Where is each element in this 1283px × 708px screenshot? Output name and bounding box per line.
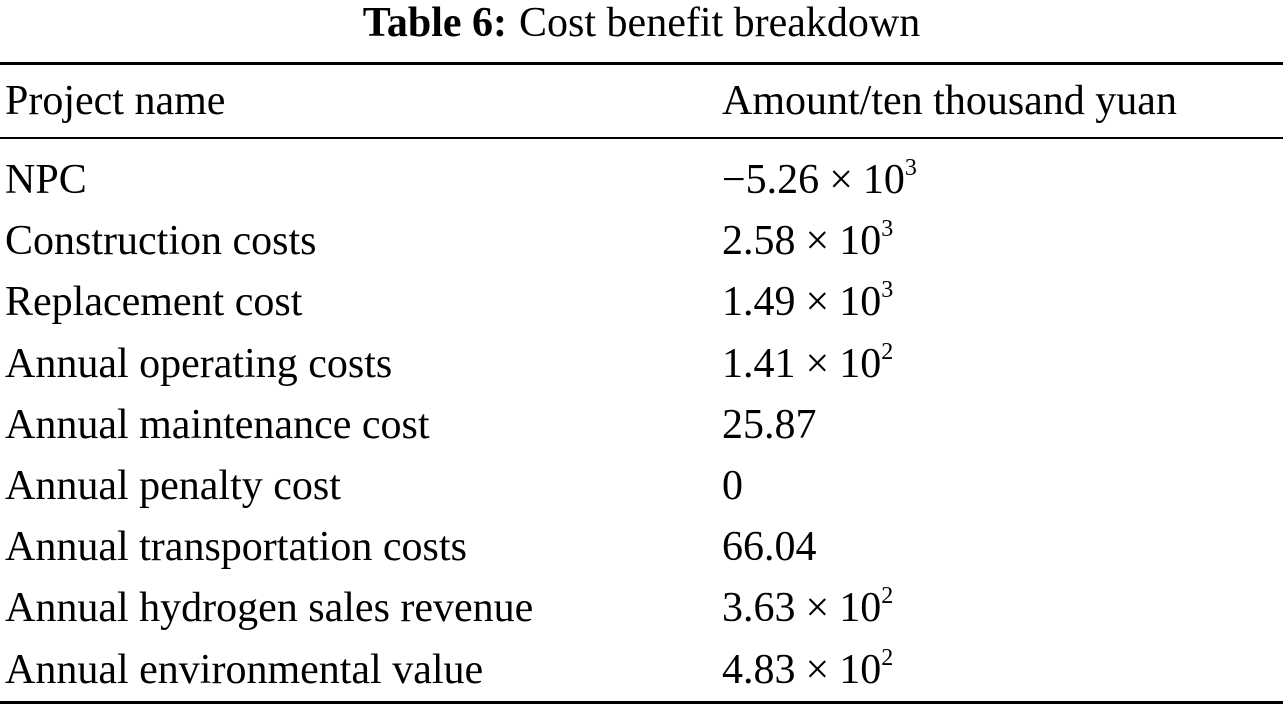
- amount-cell: 1.41 × 102: [722, 334, 893, 395]
- project-name-cell: Construction costs: [5, 218, 317, 265]
- table-top-rule: [0, 62, 1283, 65]
- amount-cell: 0: [722, 462, 743, 509]
- times-sign: ×: [805, 585, 830, 632]
- table-row: Annual penalty cost 0: [0, 456, 1283, 517]
- amount-exponent: 3: [881, 216, 894, 243]
- times-sign: ×: [805, 646, 830, 693]
- project-name-cell: Annual hydrogen sales revenue: [5, 585, 534, 632]
- table-caption-label: Table 6:: [362, 0, 508, 46]
- project-name-cell: NPC: [5, 157, 87, 203]
- amount-mantissa: 3.63: [722, 585, 796, 632]
- table-row: Annual operating costs 1.41 × 102: [0, 334, 1283, 395]
- table-row: Construction costs 2.58 × 103: [0, 211, 1283, 272]
- header-project-name: Project name: [5, 78, 226, 124]
- table-bottom-rule: [0, 701, 1283, 704]
- amount-base: 10: [839, 340, 882, 387]
- times-sign: ×: [829, 157, 853, 203]
- table-row: Annual maintenance cost 25.87: [0, 395, 1283, 456]
- project-name-cell: Replacement cost: [5, 279, 303, 326]
- table-row: Annual transportation costs 66.04: [0, 517, 1283, 578]
- table-header-rule: [0, 137, 1283, 139]
- project-name-cell: Annual transportation costs: [5, 524, 467, 571]
- amount-cell: 2.58 × 103: [722, 211, 893, 272]
- times-sign: ×: [805, 218, 830, 265]
- amount-cell: 1.49 × 103: [722, 272, 893, 333]
- amount-cell: 25.87: [722, 401, 817, 448]
- amount-mantissa: 2.58: [722, 218, 796, 265]
- amount-exponent: 2: [881, 338, 894, 365]
- table-row: Annual hydrogen sales revenue 3.63 × 102: [0, 578, 1283, 639]
- project-name-cell: Annual operating costs: [5, 340, 393, 387]
- amount-mantissa: 4.83: [722, 646, 796, 693]
- table-caption: Table 6: Cost benefit breakdown: [0, 0, 1283, 48]
- times-sign: ×: [805, 340, 830, 387]
- table-caption-title: Cost benefit breakdown: [519, 0, 921, 46]
- amount-cell: −5.26 × 103: [722, 150, 917, 211]
- amount-base: 10: [862, 157, 905, 203]
- amount-base: 10: [839, 279, 882, 326]
- project-name-cell: Annual environmental value: [5, 646, 484, 693]
- amount-mantissa: −5.26: [722, 157, 820, 203]
- amount-base: 10: [839, 585, 882, 632]
- table-header-row: Project name Amount/ten thousand yuan: [0, 70, 1283, 132]
- table-body: NPC −5.26 × 103 Construction costs 2.58 × 10…: [0, 150, 1283, 701]
- amount-cell: 3.63 × 102: [722, 578, 893, 639]
- amount-exponent: 2: [881, 644, 894, 671]
- table-row: NPC −5.26 × 103: [0, 150, 1283, 211]
- amount-cell: 4.83 × 102: [722, 640, 893, 701]
- amount-exponent: 3: [881, 277, 894, 304]
- table-row: Replacement cost 1.49 × 103: [0, 272, 1283, 333]
- amount-exponent: 2: [881, 583, 894, 610]
- amount-base: 10: [839, 646, 882, 693]
- table-row: Annual environmental value 4.83 × 102: [0, 640, 1283, 701]
- times-sign: ×: [805, 279, 830, 326]
- amount-cell: 66.04: [722, 524, 817, 571]
- project-name-cell: Annual penalty cost: [5, 462, 341, 509]
- header-amount: Amount/ten thousand yuan: [722, 78, 1177, 124]
- amount-mantissa: 1.49: [722, 279, 796, 326]
- amount-mantissa: 1.41: [722, 340, 796, 387]
- project-name-cell: Annual maintenance cost: [5, 401, 430, 448]
- amount-base: 10: [839, 218, 882, 265]
- amount-exponent: 3: [904, 155, 917, 181]
